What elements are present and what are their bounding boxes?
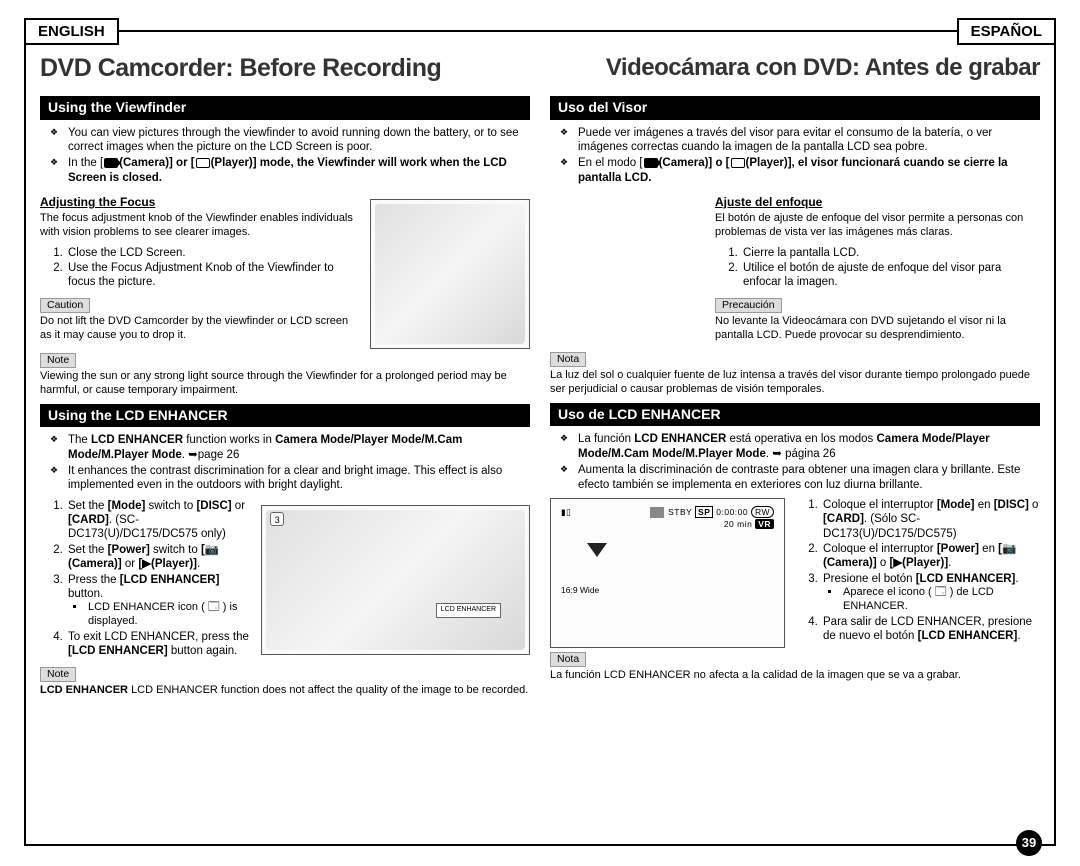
- caution-para-es: No levante la Videocámara con DVD sujeta…: [715, 315, 1040, 343]
- osd-min: 20 min: [724, 519, 753, 529]
- subhead-adjust-focus-en: Adjusting the Focus: [40, 195, 360, 210]
- lcd-osd-figure: ▮▯ STBY SP 0:00:00 RW 20 min VR 16:9 Wid…: [550, 498, 785, 648]
- osd-triangle-icon: [587, 543, 607, 557]
- player-icon: [731, 158, 745, 168]
- bullet-es-2: En el modo [(Camera)] o [(Player)], el v…: [566, 156, 1040, 185]
- lcd-enhancer-label: LCD ENHANCER: [436, 603, 501, 618]
- caution-tag-es: Precaución: [715, 298, 782, 313]
- focus-step2-en: Use the Focus Adjustment Knob of the Vie…: [66, 261, 360, 290]
- note1-en: Viewing the sun or any strong light sour…: [40, 370, 530, 398]
- osd-sp: SP: [695, 506, 713, 518]
- note2-es: La función LCD ENHANCER no afecta a la c…: [550, 669, 1040, 683]
- note-tag-en-1: Note: [40, 353, 76, 368]
- note2-en: LCD ENHANCER LCD ENHANCER function does …: [40, 684, 530, 698]
- lcd-step1-en: Set the [Mode] switch to [DISC] or [CARD…: [66, 499, 251, 542]
- section-header-lcd-es: Uso de LCD ENHANCER: [550, 403, 1040, 427]
- focus-para-es: El botón de ajuste de enfoque del visor …: [715, 212, 1040, 240]
- figure-number: 3: [270, 512, 284, 526]
- camcorder-drawing: [375, 204, 525, 344]
- lang-label-spanish: ESPAÑOL: [957, 18, 1056, 45]
- section-header-lcd-en: Using the LCD ENHANCER: [40, 404, 530, 428]
- lcd-enhancer-icon: [650, 507, 664, 518]
- lcd-step2-en: Set the [Power] switch to [📷(Camera)] or…: [66, 543, 251, 572]
- lcd-step3-en: Press the [LCD ENHANCER] button. LCD ENH…: [66, 573, 251, 629]
- column-spanish: Uso del Visor Puede ver imágenes a travé…: [550, 96, 1040, 838]
- bullet-en-2: In the [(Camera)] or [(Player)] mode, th…: [56, 156, 530, 185]
- osd-vr: VR: [755, 519, 774, 529]
- page-title-es: Videocámara con DVD: Antes de grabar: [552, 54, 1040, 83]
- player-icon: [196, 158, 210, 168]
- lang-label-english: ENGLISH: [24, 18, 119, 45]
- camera-icon: [644, 158, 658, 168]
- note-tag-es-1: Nota: [550, 352, 586, 367]
- lcd-step4-es: Para salir de LCD ENHANCER, presione de …: [821, 615, 1040, 644]
- focus-step1-es: Cierre la pantalla LCD.: [741, 246, 1040, 260]
- osd-rw: RW: [751, 506, 774, 518]
- lcd-bullet1-en: The LCD ENHANCER function works in Camer…: [56, 433, 530, 462]
- lcd-step1-es: Coloque el interruptor [Mode] en [DISC] …: [821, 498, 1040, 541]
- lcd-bullet2-es: Aumenta la discriminación de contraste p…: [566, 463, 1040, 492]
- page-number: 39: [1016, 830, 1042, 856]
- lcd-step3-sub-en: LCD ENHANCER icon ( 🗔 ) is displayed.: [86, 601, 251, 629]
- focus-step2-es: Utilice el botón de ajuste de enfoque de…: [741, 261, 1040, 290]
- column-english: Using the Viewfinder You can view pictur…: [40, 96, 530, 838]
- page-title-en: DVD Camcorder: Before Recording: [40, 54, 528, 83]
- lcd-step2-es: Coloque el interruptor [Power] en [📷(Cam…: [821, 542, 1040, 571]
- lcd-bullet1-es: La función LCD ENHANCER está operativa e…: [566, 432, 1040, 461]
- caution-tag-en: Caution: [40, 298, 90, 313]
- lcd-step3-es: Presione el botón [LCD ENHANCER]. Aparec…: [821, 572, 1040, 614]
- note-tag-en-2: Note: [40, 667, 76, 682]
- bullet-es-1: Puede ver imágenes a través del visor pa…: [566, 126, 1040, 155]
- subhead-adjust-focus-es: Ajuste del enfoque: [715, 195, 1040, 210]
- camcorder-lcd-figure: 3 LCD ENHANCER: [261, 505, 530, 655]
- bullet-en-1: You can view pictures through the viewfi…: [56, 126, 530, 155]
- note-tag-es-2: Nota: [550, 652, 586, 667]
- osd-time: 0:00:00: [716, 507, 748, 517]
- camera-icon: [104, 158, 118, 168]
- lcd-step4-en: To exit LCD ENHANCER, press the [LCD ENH…: [66, 630, 251, 659]
- osd-battery-icon: ▮▯: [561, 507, 571, 531]
- osd-wide: 16:9 Wide: [561, 585, 774, 596]
- camcorder-screen-drawing: [266, 510, 525, 650]
- lcd-bullet2-en: It enhances the contrast discrimination …: [56, 464, 530, 493]
- section-header-viewfinder-es: Uso del Visor: [550, 96, 1040, 120]
- viewfinder-figure: [370, 199, 530, 349]
- section-header-viewfinder-en: Using the Viewfinder: [40, 96, 530, 120]
- focus-para-en: The focus adjustment knob of the Viewfin…: [40, 212, 360, 240]
- caution-para-en: Do not lift the DVD Camcorder by the vie…: [40, 315, 360, 343]
- focus-step1-en: Close the LCD Screen.: [66, 246, 360, 260]
- osd-stby: STBY: [668, 507, 692, 517]
- lcd-step3-sub-es: Aparece el icono ( 🗔 ) de LCD ENHANCER.: [841, 586, 1040, 614]
- note1-es: La luz del sol o cualquier fuente de luz…: [550, 369, 1040, 397]
